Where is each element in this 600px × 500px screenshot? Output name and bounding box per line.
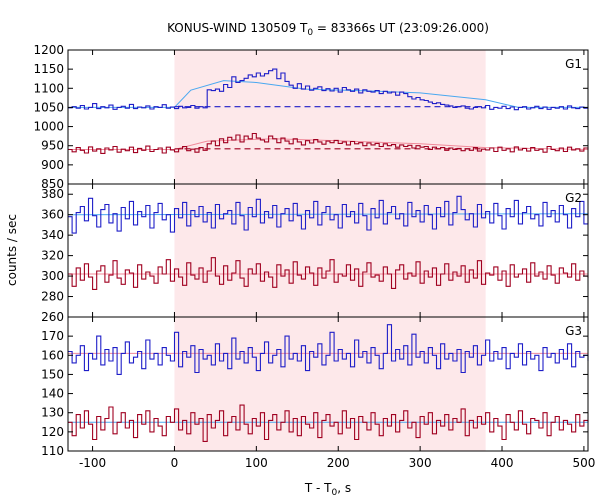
- panel-g2: 260 280 300 320 340 360 380 G2: [41, 183, 589, 324]
- y-tick-label: 320: [41, 249, 64, 263]
- series-blue-g3: [68, 324, 589, 375]
- y-tick-label: 300: [41, 269, 64, 283]
- panel-label: G3: [565, 324, 582, 338]
- fit-line-solid-pink: [68, 138, 589, 150]
- y-tick-label: 900: [41, 158, 64, 172]
- y-axis-label: counts / sec: [5, 214, 19, 286]
- y-tick-label: 120: [41, 425, 64, 439]
- y-tick-label: 340: [41, 228, 64, 242]
- y-tick-label: 1050: [33, 100, 64, 114]
- chart-title: KONUS-WIND 130509 T0 = 83366s UT (23:09:…: [167, 21, 489, 38]
- y-tick-label: 280: [41, 290, 64, 304]
- series-red-g3: [68, 404, 589, 442]
- y-tick-label: 850: [41, 177, 64, 191]
- highlight-interval: [174, 50, 486, 184]
- panel-g3: 110 120 130 140 150 160 170 G3: [41, 316, 589, 458]
- chart-title-subscript: 0: [307, 28, 313, 38]
- y-tick-label: 160: [41, 348, 64, 362]
- series-red-g1: [68, 132, 589, 154]
- x-tick-label: 0: [171, 456, 179, 470]
- y-tick-label: 950: [41, 139, 64, 153]
- y-tick-label: 110: [41, 444, 64, 458]
- y-tick-label: 170: [41, 329, 64, 343]
- x-tick-label: 200: [327, 456, 350, 470]
- x-axis-label-rest: , s: [337, 481, 351, 495]
- y-tick-label: 1150: [33, 62, 64, 76]
- panel-frame: [67, 316, 589, 452]
- y-tick-label: 130: [41, 406, 64, 420]
- x-tick-label: 400: [491, 456, 514, 470]
- x-tick-label: 100: [245, 456, 268, 470]
- chart-title-rest: = 83366s UT (23:09:26.000): [313, 21, 489, 35]
- x-tick-label: 500: [572, 456, 595, 470]
- x-axis-label-subscript: 0: [332, 488, 338, 498]
- series-red-g2: [68, 257, 589, 290]
- series-blue-g1: [68, 68, 588, 111]
- y-tick-label: 380: [41, 187, 64, 201]
- y-tick-label: 140: [41, 387, 64, 401]
- fit-line-solid-cyan: [67, 213, 589, 216]
- highlight-interval: [174, 184, 486, 317]
- plot-layer: 85090095010001050110011501200G1260280300…: [33, 43, 595, 470]
- chart-title-main: KONUS-WIND 130509 T: [167, 21, 308, 35]
- y-tick-label: 1200: [33, 43, 64, 57]
- x-axis-label: T - T0, s: [304, 481, 351, 498]
- panel-g1: 850 900 950 1000 1050 1100 1150 1200 G1: [33, 43, 589, 191]
- y-tick-label: 1000: [33, 120, 64, 134]
- x-axis-label-main: T - T: [304, 481, 332, 495]
- y-tick-label: 1100: [33, 81, 64, 95]
- y-tick-label: 260: [41, 310, 64, 324]
- panel-label: G1: [565, 57, 582, 71]
- y-tick-label: 360: [41, 208, 64, 222]
- panel-label: G2: [565, 191, 582, 205]
- y-tick-label: 150: [41, 367, 64, 381]
- x-tick-label: -100: [79, 456, 106, 470]
- x-tick-label: 300: [409, 456, 432, 470]
- series-blue-g2: [68, 195, 589, 234]
